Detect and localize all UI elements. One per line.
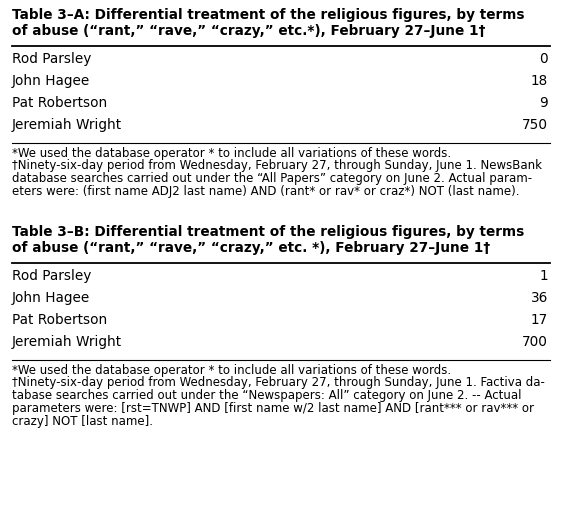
Text: 0: 0 (540, 52, 548, 66)
Text: Table 3–A: Differential treatment of the religious figures, by terms: Table 3–A: Differential treatment of the… (12, 8, 524, 22)
Text: *We used the database operator * to include all variations of these words.: *We used the database operator * to incl… (12, 147, 451, 160)
Text: Rod Parsley: Rod Parsley (12, 52, 92, 66)
Text: Rod Parsley: Rod Parsley (12, 269, 92, 283)
Text: eters were: (first name ADJ2 last name) AND (rant* or rav* or craz*) NOT (last n: eters were: (first name ADJ2 last name) … (12, 185, 519, 198)
Text: Jeremiah Wright: Jeremiah Wright (12, 118, 122, 132)
Text: parameters were: [rst=TNWP] AND [first name w/2 last name] AND [rant*** or rav**: parameters were: [rst=TNWP] AND [first n… (12, 402, 534, 415)
Text: of abuse (“rant,” “rave,” “crazy,” etc.*), February 27–June 1†: of abuse (“rant,” “rave,” “crazy,” etc.*… (12, 24, 486, 38)
Text: †Ninety-six-day period from Wednesday, February 27, through Sunday, June 1. Fact: †Ninety-six-day period from Wednesday, F… (12, 376, 545, 389)
Text: 9: 9 (540, 96, 548, 110)
Text: 1: 1 (540, 269, 548, 283)
Text: 36: 36 (531, 291, 548, 305)
Text: Pat Robertson: Pat Robertson (12, 96, 107, 110)
Text: database searches carried out under the “All Papers” category on June 2. Actual : database searches carried out under the … (12, 172, 532, 185)
Text: 17: 17 (531, 313, 548, 327)
Text: *We used the database operator * to include all variations of these words.: *We used the database operator * to incl… (12, 364, 451, 377)
Text: crazy] NOT [last name].: crazy] NOT [last name]. (12, 415, 153, 428)
Text: John Hagee: John Hagee (12, 74, 90, 88)
Text: of abuse (“rant,” “rave,” “crazy,” etc. *), February 27–June 1†: of abuse (“rant,” “rave,” “crazy,” etc. … (12, 241, 490, 255)
Text: John Hagee: John Hagee (12, 291, 90, 305)
Text: tabase searches carried out under the “Newspapers: All” category on June 2. -- A: tabase searches carried out under the “N… (12, 389, 522, 402)
Text: Table 3–B: Differential treatment of the religious figures, by terms: Table 3–B: Differential treatment of the… (12, 225, 524, 239)
Text: †Ninety-six-day period from Wednesday, February 27, through Sunday, June 1. News: †Ninety-six-day period from Wednesday, F… (12, 159, 542, 172)
Text: Pat Robertson: Pat Robertson (12, 313, 107, 327)
Text: 750: 750 (522, 118, 548, 132)
Text: Jeremiah Wright: Jeremiah Wright (12, 335, 122, 349)
Text: 18: 18 (531, 74, 548, 88)
Text: 700: 700 (522, 335, 548, 349)
